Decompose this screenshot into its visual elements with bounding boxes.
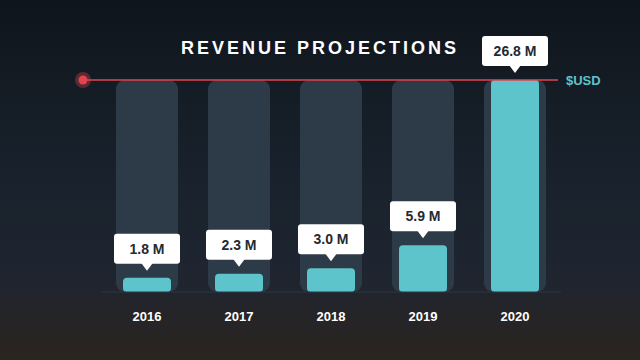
svg-text:1.8 M: 1.8 M <box>129 241 164 257</box>
svg-text:2018: 2018 <box>317 309 346 324</box>
svg-text:2016: 2016 <box>133 309 162 324</box>
svg-text:5.9 M: 5.9 M <box>405 208 440 224</box>
html-text:REVENUE PROJECTIONS: REVENUE PROJECTIONS <box>181 38 459 58</box>
svg-text:2019: 2019 <box>409 309 438 324</box>
svg-text:3.0 M: 3.0 M <box>313 231 348 247</box>
svg-text:$USD: $USD <box>566 73 601 88</box>
svg-text:2.3 M: 2.3 M <box>221 237 256 253</box>
svg-text:26.8 M: 26.8 M <box>494 43 537 59</box>
svg-text:2020: 2020 <box>501 309 530 324</box>
svg-text:2017: 2017 <box>225 309 254 324</box>
